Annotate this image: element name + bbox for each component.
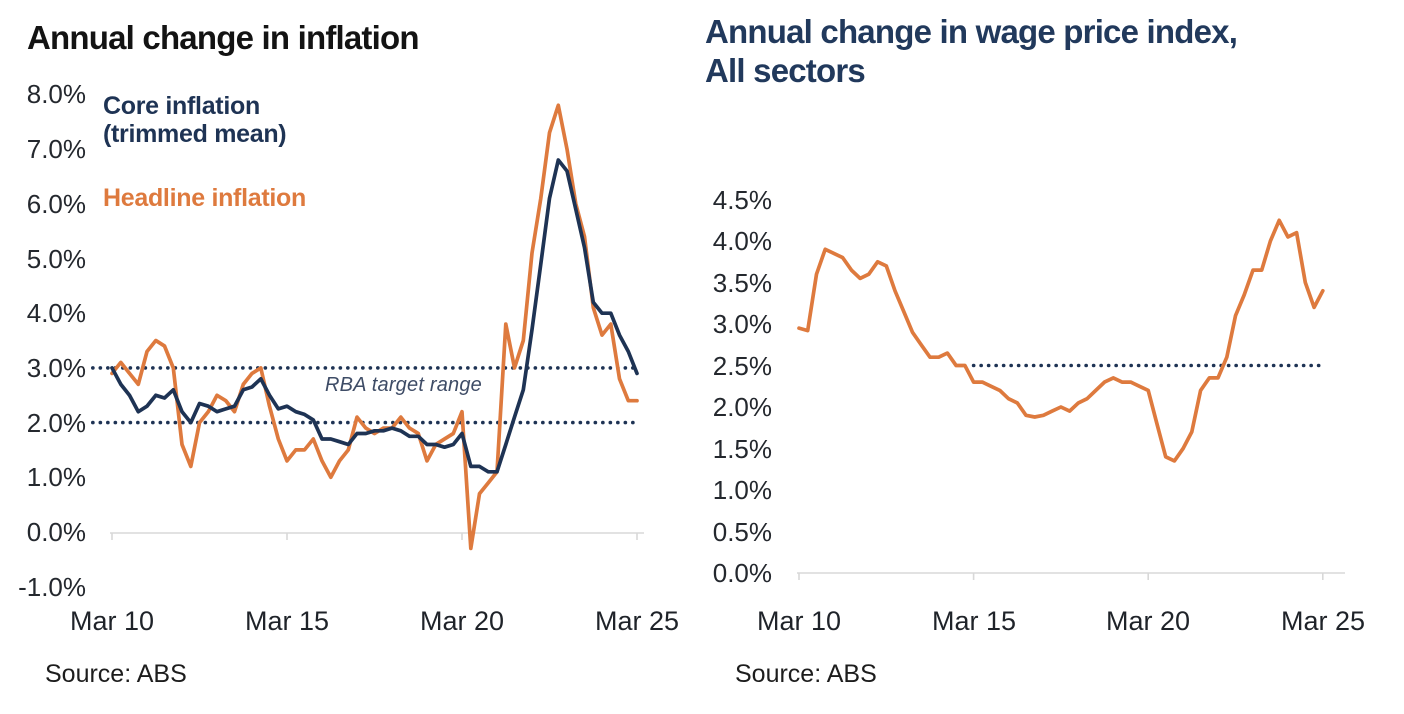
inflation-y-tick-label: 1.0% [26,462,86,492]
inflation-y-tick-label: -1.0% [18,572,86,602]
inflation-chart-source: Source: ABS [45,660,187,688]
inflation-x-tick-label: Mar 25 [594,606,680,636]
wpi-y-tick-label: 4.5% [712,185,772,215]
wpi-chart-source: Source: ABS [735,660,877,688]
wpi-y-tick-label: 3.5% [712,268,772,298]
legend-core-line2: (trimmed mean) [103,120,287,148]
inflation-line-core-inflation-trimmed-mean [110,158,639,474]
inflation-plot [91,103,644,551]
inflation-chart-title: Annual change in inflation [27,19,420,56]
wpi-x-tick-label: Mar 10 [756,606,842,636]
inflation-x-tick-label: Mar 10 [69,606,155,636]
inflation-x-tick-label: Mar 15 [244,606,330,636]
inflation-x-tick-label: Mar 20 [419,606,505,636]
wpi-x-tick-label: Mar 20 [1105,606,1191,636]
wpi-y-tick-label: 3.0% [712,309,772,339]
wpi-plot [797,218,1345,580]
inflation-y-tick-label: 6.0% [26,189,86,219]
inflation-line-headline-inflation [110,103,639,551]
inflation-y-tick-label: 7.0% [26,134,86,164]
inflation-y-tick-label: 3.0% [26,353,86,383]
wpi-y-tick-label: 1.0% [712,475,772,505]
inflation-y-tick-label: 8.0% [26,79,86,109]
legend-core-line1: Core inflation [103,92,260,120]
legend-core-inflation: Core inflation (trimmed mean) [103,92,287,148]
legend-headline-inflation: Headline inflation [103,184,306,212]
inflation-y-tick-label: 2.0% [26,408,86,438]
wpi-y-tick-label: 0.5% [712,517,772,547]
inflation-y-tick-label: 4.0% [26,298,86,328]
inflation-x-axis [110,532,644,540]
inflation-y-tick-label: 5.0% [26,244,86,274]
wpi-y-tick-label: 4.0% [712,226,772,256]
wpi-y-tick-label: 2.0% [712,392,772,422]
wpi-y-tick-label: 0.0% [712,558,772,588]
wpi-x-axis [797,572,1345,580]
wpi-chart-title: Annual change in wage price index, All s… [705,13,1238,89]
wpi-y-tick-label: 2.5% [712,351,772,381]
wpi-x-tick-label: Mar 15 [931,606,1017,636]
wpi-line-wage-price-index-all-sectors [797,218,1325,463]
wpi-y-tick-label: 1.5% [712,434,772,464]
wpi-x-tick-label: Mar 25 [1280,606,1366,636]
rba-target-range-label: RBA target range [325,374,482,396]
inflation-y-tick-label: 0.0% [26,517,86,547]
